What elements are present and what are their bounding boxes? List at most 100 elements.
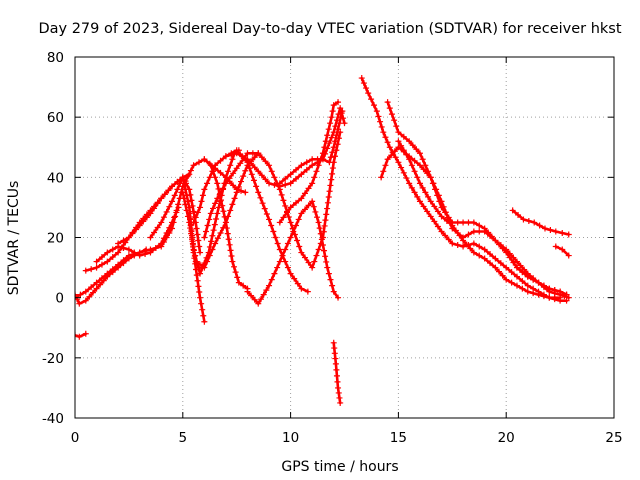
- data-point: [400, 133, 407, 140]
- data-point: [248, 171, 255, 178]
- data-point: [460, 243, 467, 250]
- data-point: [187, 191, 194, 198]
- data-point: [242, 167, 249, 174]
- data-point: [233, 189, 240, 196]
- data-point: [86, 293, 93, 300]
- data-point: [330, 339, 337, 346]
- data-point: [499, 272, 506, 279]
- data-point: [313, 168, 320, 175]
- data-point: [319, 242, 326, 249]
- data-point: [327, 276, 334, 283]
- data-point: [433, 186, 440, 193]
- data-point: [142, 251, 149, 258]
- data-point: [201, 186, 208, 193]
- data-point: [229, 156, 236, 163]
- data-point: [190, 208, 197, 215]
- data-point: [530, 276, 537, 283]
- data-point: [298, 171, 305, 178]
- data-point: [76, 300, 83, 307]
- data-point: [456, 232, 463, 239]
- data-point: [292, 199, 299, 206]
- data-point: [420, 203, 427, 210]
- data-point: [506, 250, 513, 257]
- data-point: [391, 148, 398, 155]
- data-point: [503, 276, 510, 283]
- chart-title: Day 279 of 2023, Sidereal Day-to-day VTE…: [38, 21, 621, 37]
- data-point: [329, 170, 336, 177]
- data-point: [303, 166, 310, 173]
- data-point: [271, 174, 278, 181]
- data-point: [188, 197, 195, 204]
- data-point: [403, 151, 410, 158]
- data-point: [476, 252, 483, 259]
- data-point: [341, 120, 348, 127]
- data-point: [535, 291, 542, 298]
- data-point: [209, 168, 216, 175]
- data-point: [309, 180, 316, 187]
- data-point: [416, 150, 423, 157]
- data-point: [419, 184, 426, 191]
- data-point: [337, 114, 344, 121]
- data-point: [391, 117, 398, 124]
- data-point: [169, 183, 176, 190]
- data-point: [68, 331, 74, 337]
- data-point: [221, 213, 228, 220]
- data-point: [395, 138, 402, 145]
- data-point: [228, 150, 235, 157]
- data-point: [287, 180, 294, 187]
- data-point: [492, 264, 499, 271]
- data-point: [333, 372, 340, 379]
- data-point: [400, 147, 407, 154]
- data-point: [508, 269, 515, 276]
- data-point: [163, 208, 170, 215]
- data-point: [255, 300, 262, 307]
- data-point: [496, 268, 503, 275]
- data-point: [395, 159, 402, 166]
- data-point: [497, 242, 504, 249]
- series-arc-d: [93, 204, 182, 265]
- data-point: [194, 209, 201, 216]
- data-point: [222, 219, 229, 226]
- data-point: [330, 144, 337, 151]
- data-point: [321, 222, 328, 229]
- data-point: [187, 167, 194, 174]
- data-point: [382, 162, 389, 169]
- data-point: [82, 330, 89, 337]
- data-point: [442, 232, 449, 239]
- data-point: [325, 126, 332, 133]
- data-point: [217, 169, 224, 176]
- data-point: [175, 204, 182, 211]
- data-point: [465, 219, 472, 226]
- data-point: [335, 294, 342, 301]
- data-point: [115, 249, 122, 256]
- data-point: [196, 289, 203, 296]
- series-arc-m: [244, 198, 342, 307]
- data-point: [93, 285, 100, 292]
- data-point: [325, 270, 332, 277]
- data-point: [337, 399, 344, 406]
- data-point: [186, 186, 193, 193]
- data-point: [231, 263, 238, 270]
- series-arc-k: [201, 129, 344, 271]
- data-point: [427, 174, 434, 181]
- data-point: [292, 166, 299, 173]
- data-point: [408, 162, 415, 169]
- data-point: [386, 105, 393, 112]
- data-point: [422, 189, 429, 196]
- data-point: [187, 222, 194, 229]
- data-point: [158, 195, 165, 202]
- data-point: [424, 208, 431, 215]
- data-point: [206, 174, 213, 181]
- data-point: [463, 241, 470, 248]
- data-point: [197, 204, 204, 211]
- data-point: [242, 189, 249, 196]
- data-point: [76, 333, 83, 340]
- data-point: [158, 219, 165, 226]
- data-point: [253, 183, 260, 190]
- data-point: [298, 162, 305, 169]
- data-point: [454, 219, 461, 226]
- data-point: [282, 175, 289, 182]
- data-point: [217, 157, 224, 164]
- data-point: [378, 174, 385, 181]
- data-point: [425, 193, 432, 200]
